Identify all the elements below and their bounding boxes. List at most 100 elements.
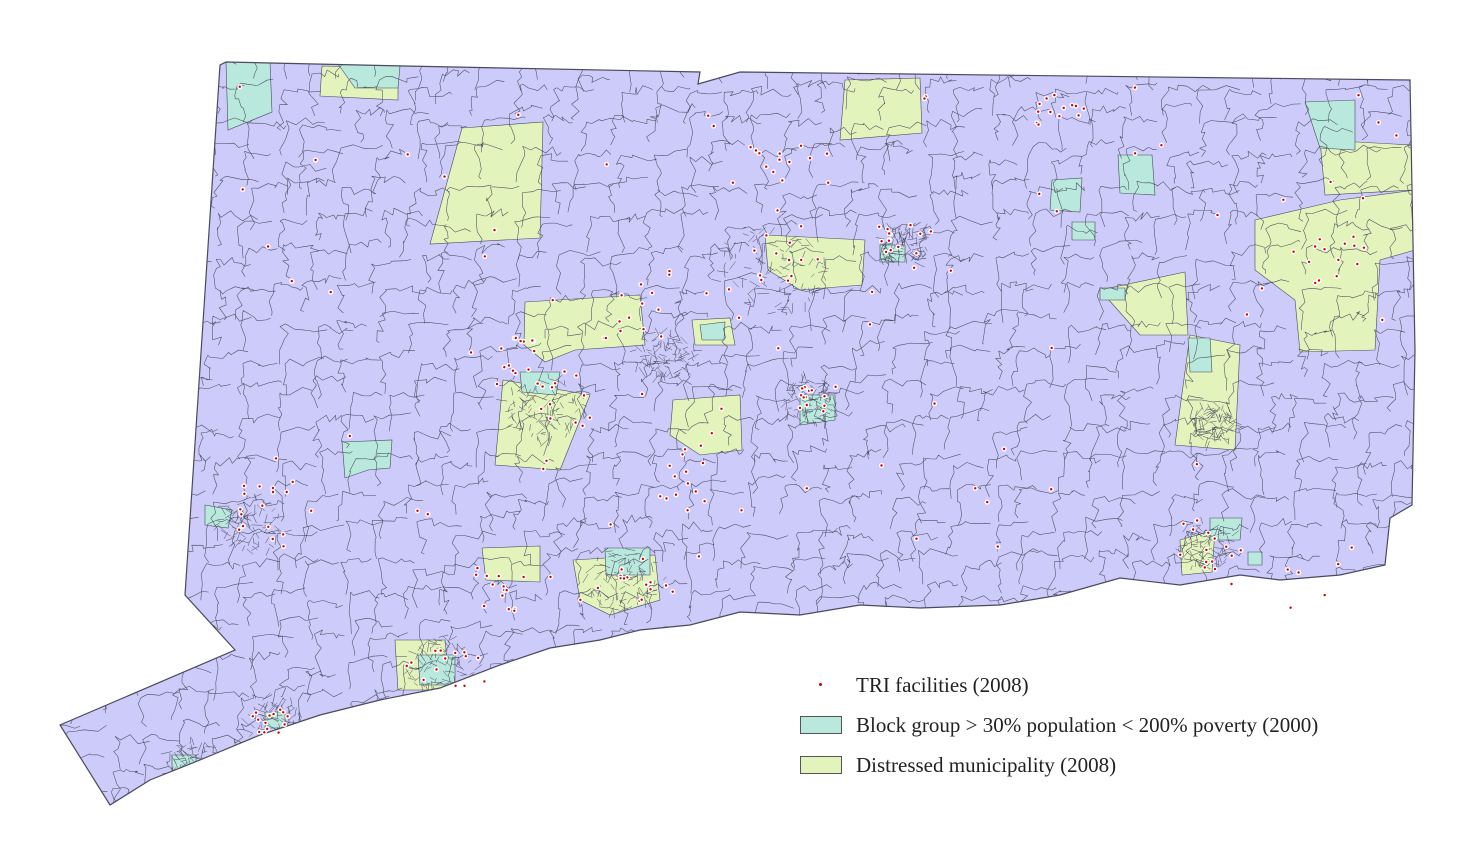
tri-facility-marker: [686, 482, 690, 485]
tri-facility-marker: [727, 288, 731, 291]
tri-facility-marker: [686, 509, 689, 512]
tri-facility-marker: [786, 279, 790, 282]
tri-facility-marker: [765, 234, 768, 237]
tri-facility-marker: [239, 508, 242, 511]
tri-facility-marker: [241, 524, 245, 528]
tri-facility-marker: [660, 335, 663, 338]
tri-facility-marker: [482, 604, 486, 608]
tri-facility-marker: [1133, 152, 1137, 155]
tri-facility-marker: [681, 453, 684, 456]
tri-facility-marker: [657, 308, 660, 311]
tri-facility-marker: [933, 402, 936, 405]
tri-facility-marker: [517, 113, 520, 117]
tri-facility-marker: [258, 730, 261, 734]
tri-facility-marker: [823, 404, 826, 407]
tri-facility-marker: [665, 497, 668, 500]
tri-facility-marker: [703, 500, 706, 503]
tri-facility-marker: [816, 258, 819, 261]
legend-item-poverty: Block group > 30% population < 200% pove…: [800, 712, 1318, 738]
tri-facility-marker: [426, 513, 429, 516]
tri-facility-marker: [1207, 531, 1210, 534]
tri-facility-marker: [469, 351, 473, 354]
tri-facility-marker: [923, 97, 926, 100]
tri-facility-marker: [1002, 447, 1006, 451]
tri-facility-marker: [1337, 562, 1340, 566]
tri-facility-marker: [505, 589, 508, 592]
tri-facility-marker: [996, 545, 999, 548]
tri-facility-marker: [283, 723, 286, 726]
tri-facility-marker: [1191, 528, 1195, 531]
tri-facility-marker: [271, 537, 274, 541]
tri-facility-marker: [790, 274, 793, 278]
tri-facility-marker: [1082, 107, 1086, 110]
tri-facility-marker: [800, 258, 803, 262]
tri-facility-marker: [251, 715, 254, 718]
tri-facility-marker: [310, 509, 313, 512]
tri-facility-marker: [949, 269, 952, 272]
tri-facility-marker: [1211, 560, 1214, 563]
tri-facility-marker: [493, 228, 496, 232]
tri-facility-marker: [477, 656, 480, 660]
tri-facility-marker: [258, 485, 261, 488]
tri-facility-marker: [314, 158, 317, 162]
tri-facility-marker: [827, 181, 830, 184]
tri-facility-marker: [271, 490, 275, 494]
tri-facility-marker: [1037, 123, 1040, 126]
tri-facility-marker: [282, 545, 285, 548]
tri-facility-marker: [929, 230, 933, 233]
tri-facility-marker: [1230, 582, 1233, 586]
tri-facility-marker: [549, 575, 552, 579]
tri-facility-marker: [1350, 546, 1353, 549]
tri-facility-marker: [605, 163, 608, 166]
tri-facility-marker: [645, 583, 648, 586]
legend-label-distressed: Distressed municipality (2008): [856, 752, 1117, 777]
tri-facility-marker: [641, 557, 645, 561]
tri-facility-marker: [627, 316, 631, 319]
tri-facility-marker: [619, 577, 622, 580]
tri-facility-marker: [1318, 238, 1322, 241]
tri-facility-marker: [694, 490, 697, 493]
tri-facility-marker: [257, 718, 260, 721]
tri-facility-marker: [416, 509, 419, 512]
tri-facility-marker: [266, 727, 269, 731]
tri-facility-marker: [1245, 313, 1249, 316]
tri-facility-marker: [799, 225, 803, 228]
tri-facility-marker: [271, 486, 275, 490]
tri-facility-marker: [500, 347, 503, 350]
tri-facility-marker: [697, 555, 701, 558]
tri-facility-marker: [641, 302, 644, 305]
tri-facility-marker: [291, 480, 294, 484]
tri-facility-marker: [649, 588, 652, 591]
tri-facility-marker: [799, 144, 803, 147]
tri-facility-marker: [514, 371, 517, 375]
tri-facility-marker: [443, 175, 446, 178]
tri-facility-marker: [1050, 346, 1053, 350]
tri-facility-marker: [501, 594, 504, 597]
tri-facility-marker: [1289, 606, 1292, 609]
tri-facility-marker: [1362, 246, 1366, 249]
tri-facility-marker: [649, 581, 652, 584]
tri-facility-marker: [533, 349, 536, 353]
tri-facility-marker: [527, 368, 530, 371]
tri-facility-marker: [1205, 560, 1208, 564]
tri-facility-marker: [664, 584, 668, 587]
tri-facility-marker: [454, 684, 457, 687]
tri-facility-marker: [485, 574, 488, 578]
tri-facility-marker: [1357, 94, 1360, 97]
tri-facility-marker: [731, 181, 735, 184]
tri-facility-marker: [753, 249, 756, 252]
tri-facility-marker: [639, 283, 643, 286]
tri-facility-marker: [707, 114, 710, 117]
tri-facility-marker: [619, 329, 622, 333]
tri-facility-marker: [238, 528, 241, 531]
tri-facility-marker: [238, 85, 241, 88]
tri-facility-marker: [778, 152, 781, 155]
tri-facility-marker: [1361, 197, 1365, 200]
tri-facility-marker: [541, 385, 544, 388]
tri-facility-marker: [435, 668, 438, 671]
tri-facility-marker: [1225, 545, 1228, 548]
tri-facility-marker: [1337, 258, 1340, 262]
tri-facility-marker: [581, 424, 584, 427]
tri-facility-marker: [1314, 281, 1317, 285]
